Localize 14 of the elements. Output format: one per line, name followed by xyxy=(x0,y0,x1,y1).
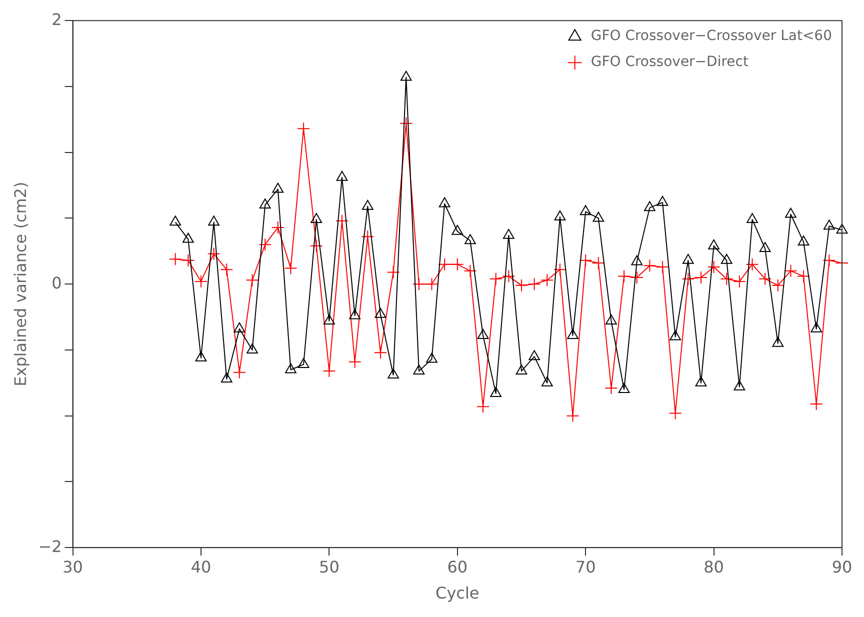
x-tick-label: 80 xyxy=(704,557,724,576)
x-axis-title: Cycle xyxy=(436,584,480,603)
y-tick-label: 0 xyxy=(52,273,62,292)
legend-label: GFO Crossover−Crossover Lat<60 xyxy=(590,28,832,44)
x-tick-label: 90 xyxy=(832,557,852,576)
x-tick-label: 40 xyxy=(190,557,212,576)
y-tick-label: −2 xyxy=(38,536,62,556)
x-tick-label: 70 xyxy=(575,557,596,576)
y-axis-title: Explained variance (cm2) xyxy=(10,182,30,386)
legend-label: GFO Crossover−Direct xyxy=(590,54,749,70)
x-tick-label: 50 xyxy=(319,557,340,576)
x-tick-label: 30 xyxy=(62,557,83,576)
x-tick-label: 60 xyxy=(447,557,468,576)
y-tick-label: 2 xyxy=(52,10,62,29)
